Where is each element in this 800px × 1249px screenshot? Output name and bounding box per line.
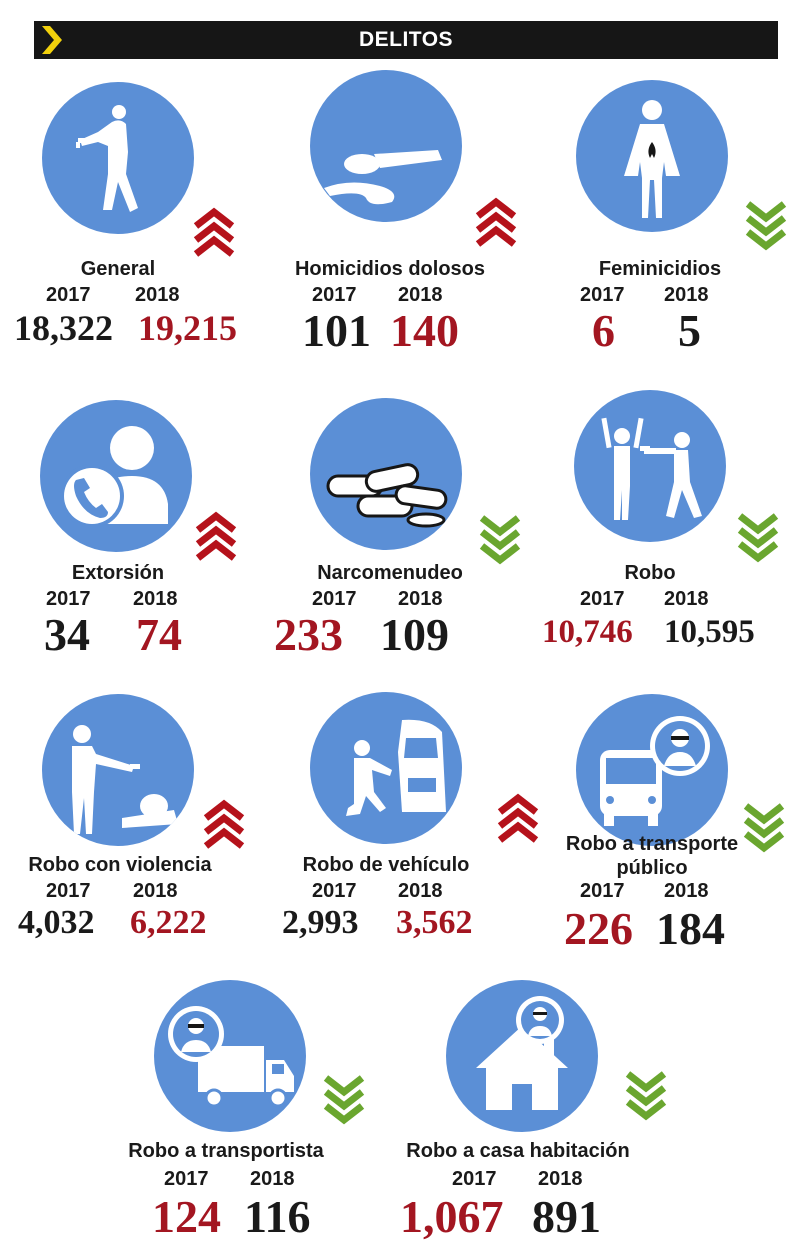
value-2018: 5 xyxy=(678,305,701,356)
truck-thief-icon xyxy=(154,980,306,1132)
car-theft-icon xyxy=(310,692,462,844)
year-2018-label: 2018 xyxy=(133,880,178,902)
value-2017: 124 xyxy=(152,1191,221,1242)
year-2017-label: 2017 xyxy=(312,588,357,610)
stat-feminicidios: Feminicidios 2017 2018 6 5 xyxy=(540,0,800,356)
stat-label: General xyxy=(80,258,156,280)
stat-label: Robo a casa habitación xyxy=(406,1140,630,1162)
stat-label: Homicidios dolosos xyxy=(294,258,486,280)
stat-label: Feminicidios xyxy=(598,258,722,280)
year-2018-label: 2018 xyxy=(250,1168,295,1190)
year-2017-label: 2017 xyxy=(46,588,91,610)
year-2017-label: 2017 xyxy=(312,880,357,902)
stat-homicidios: Homicidios dolosos 2017 2018 101 140 xyxy=(270,0,530,356)
stat-label: Extorsión xyxy=(71,562,165,584)
year-2018-label: 2018 xyxy=(135,284,180,306)
robbery-icon xyxy=(574,390,726,542)
chevron-right-icon xyxy=(42,26,62,54)
year-2018-label: 2018 xyxy=(398,284,443,306)
stat-robo: Robo 2017 2018 10,746 10,595 xyxy=(540,306,800,650)
year-2018-label: 2018 xyxy=(664,588,709,610)
value-2018: 3,562 xyxy=(396,904,473,941)
year-2017-label: 2017 xyxy=(452,1168,497,1190)
trend-up-icon xyxy=(193,207,235,257)
value-2017: 101 xyxy=(302,305,371,356)
year-2018-label: 2018 xyxy=(398,880,443,902)
year-2017-label: 2017 xyxy=(46,880,91,902)
value-2017: 18,322 xyxy=(14,308,113,348)
stat-label: Narcomenudeo xyxy=(317,562,463,584)
header-title: DELITOS xyxy=(358,28,454,51)
year-2017-label: 2017 xyxy=(312,284,357,306)
stat-narcomenudeo: Narcomenudeo 2017 2018 233 109 xyxy=(270,306,530,660)
trend-down-icon xyxy=(625,1071,667,1121)
stat-robo-casa: Robo a casa habitación 2017 2018 1,067 8… xyxy=(390,900,667,1242)
value-2018: 74 xyxy=(136,609,182,660)
trend-down-icon xyxy=(743,803,785,853)
value-2018: 109 xyxy=(380,609,449,660)
value-2018: 891 xyxy=(532,1191,601,1242)
stat-general: General 2017 2018 18,322 19,215 xyxy=(0,0,260,348)
section-header: DELITOS xyxy=(34,21,778,59)
value-2017: 2,993 xyxy=(282,904,359,941)
trend-down-icon xyxy=(323,1075,365,1125)
value-2017: 4,032 xyxy=(18,904,95,941)
value-2018: 140 xyxy=(390,305,459,356)
violent-robbery-icon xyxy=(42,694,194,846)
value-2017: 226 xyxy=(564,903,633,954)
stat-extorsion: Extorsión 2017 2018 34 74 xyxy=(0,306,260,660)
year-2018-label: 2018 xyxy=(133,588,178,610)
year-2017-label: 2017 xyxy=(580,284,625,306)
value-2017: 1,067 xyxy=(400,1191,504,1242)
year-2017-label: 2017 xyxy=(580,880,625,902)
value-2018: 6,222 xyxy=(130,904,207,941)
stat-label: Robo con violencia xyxy=(28,854,212,876)
woman-mourning-icon xyxy=(576,80,728,232)
trend-down-icon xyxy=(479,515,521,565)
year-2017-label: 2017 xyxy=(46,284,91,306)
trend-down-icon xyxy=(745,201,787,251)
value-2017: 6 xyxy=(592,305,615,356)
stat-label: Robo a transporte público xyxy=(565,833,739,879)
body-lying-icon xyxy=(310,70,462,222)
stat-robo-transportista: Robo a transportista 2017 2018 124 116 xyxy=(110,900,370,1242)
trend-down-icon xyxy=(737,513,779,563)
trend-up-icon xyxy=(475,197,517,247)
year-2018-label: 2018 xyxy=(398,588,443,610)
stat-robo-violencia: Robo con violencia 2017 2018 4,032 6,222 xyxy=(0,612,260,941)
year-2018-label: 2018 xyxy=(664,284,709,306)
value-2018: 184 xyxy=(656,903,725,954)
trend-up-icon xyxy=(497,793,539,843)
bus-thief-icon xyxy=(576,694,728,846)
stat-robo-vehiculo: Robo de vehículo 2017 2018 2,993 3,562 xyxy=(270,612,539,941)
gunman-walking-icon xyxy=(42,82,194,234)
stat-robo-transporte-publico: Robo a transporte público 2017 2018 226 … xyxy=(540,612,800,954)
value-2017: 10,746 xyxy=(542,614,633,650)
value-2017: 233 xyxy=(274,609,343,660)
value-2018: 10,595 xyxy=(664,614,755,650)
phone-call-icon xyxy=(40,400,192,552)
trend-up-icon xyxy=(195,511,237,561)
value-2018: 19,215 xyxy=(138,308,237,348)
year-2018-label: 2018 xyxy=(538,1168,583,1190)
value-2018: 116 xyxy=(244,1191,311,1242)
stat-label: Robo xyxy=(624,562,676,584)
value-2017: 34 xyxy=(44,609,90,660)
house-thief-icon xyxy=(446,980,598,1132)
stat-label: Robo de vehículo xyxy=(302,854,470,876)
trend-up-icon xyxy=(203,799,245,849)
year-2018-label: 2018 xyxy=(664,880,709,902)
year-2017-label: 2017 xyxy=(580,588,625,610)
stat-label: Robo a transportista xyxy=(128,1140,324,1162)
pills-icon xyxy=(310,398,462,550)
year-2017-label: 2017 xyxy=(164,1168,209,1190)
